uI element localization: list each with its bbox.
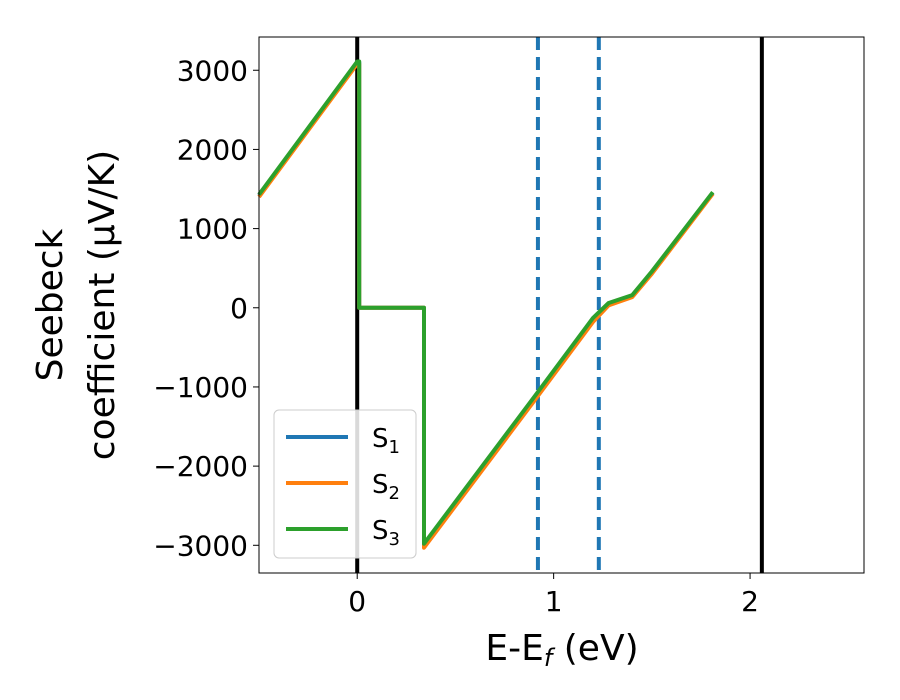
series-line-3 [257,59,715,546]
y-axis-ticks: 3000 2000 1000 0 −1000 −2000 −3000 [153,54,259,562]
y-axis-label: Seebeck coefficient (μV/K) [30,150,123,460]
y-tick-label: 1000 [177,213,248,246]
vertical-reference-lines [355,37,764,573]
legend: S1 S2 S3 [273,409,417,559]
y-axis-label-line1: Seebeck [30,228,71,381]
y-axis-label-line2: coefficient (μV/K) [82,150,123,460]
y-tick-label: −1000 [153,371,248,404]
x-tick-label: 2 [741,585,759,618]
x-axis-label: E-Ef (eV) [485,628,638,672]
legend-label-1: S1 [372,424,400,458]
y-tick-label: −2000 [153,450,248,483]
series-lines [257,59,715,550]
y-tick-label: −3000 [153,529,248,562]
x-axis-ticks: 0 1 2 [348,573,759,618]
y-tick-label: 3000 [177,54,248,87]
legend-label-2: S2 [372,470,400,504]
legend-label-3: S3 [372,516,400,550]
y-tick-label: 2000 [177,133,248,166]
y-tick-label: 0 [230,292,248,325]
x-tick-label: 1 [545,585,563,618]
plot-frame [258,36,865,574]
x-tick-label: 0 [348,585,366,618]
